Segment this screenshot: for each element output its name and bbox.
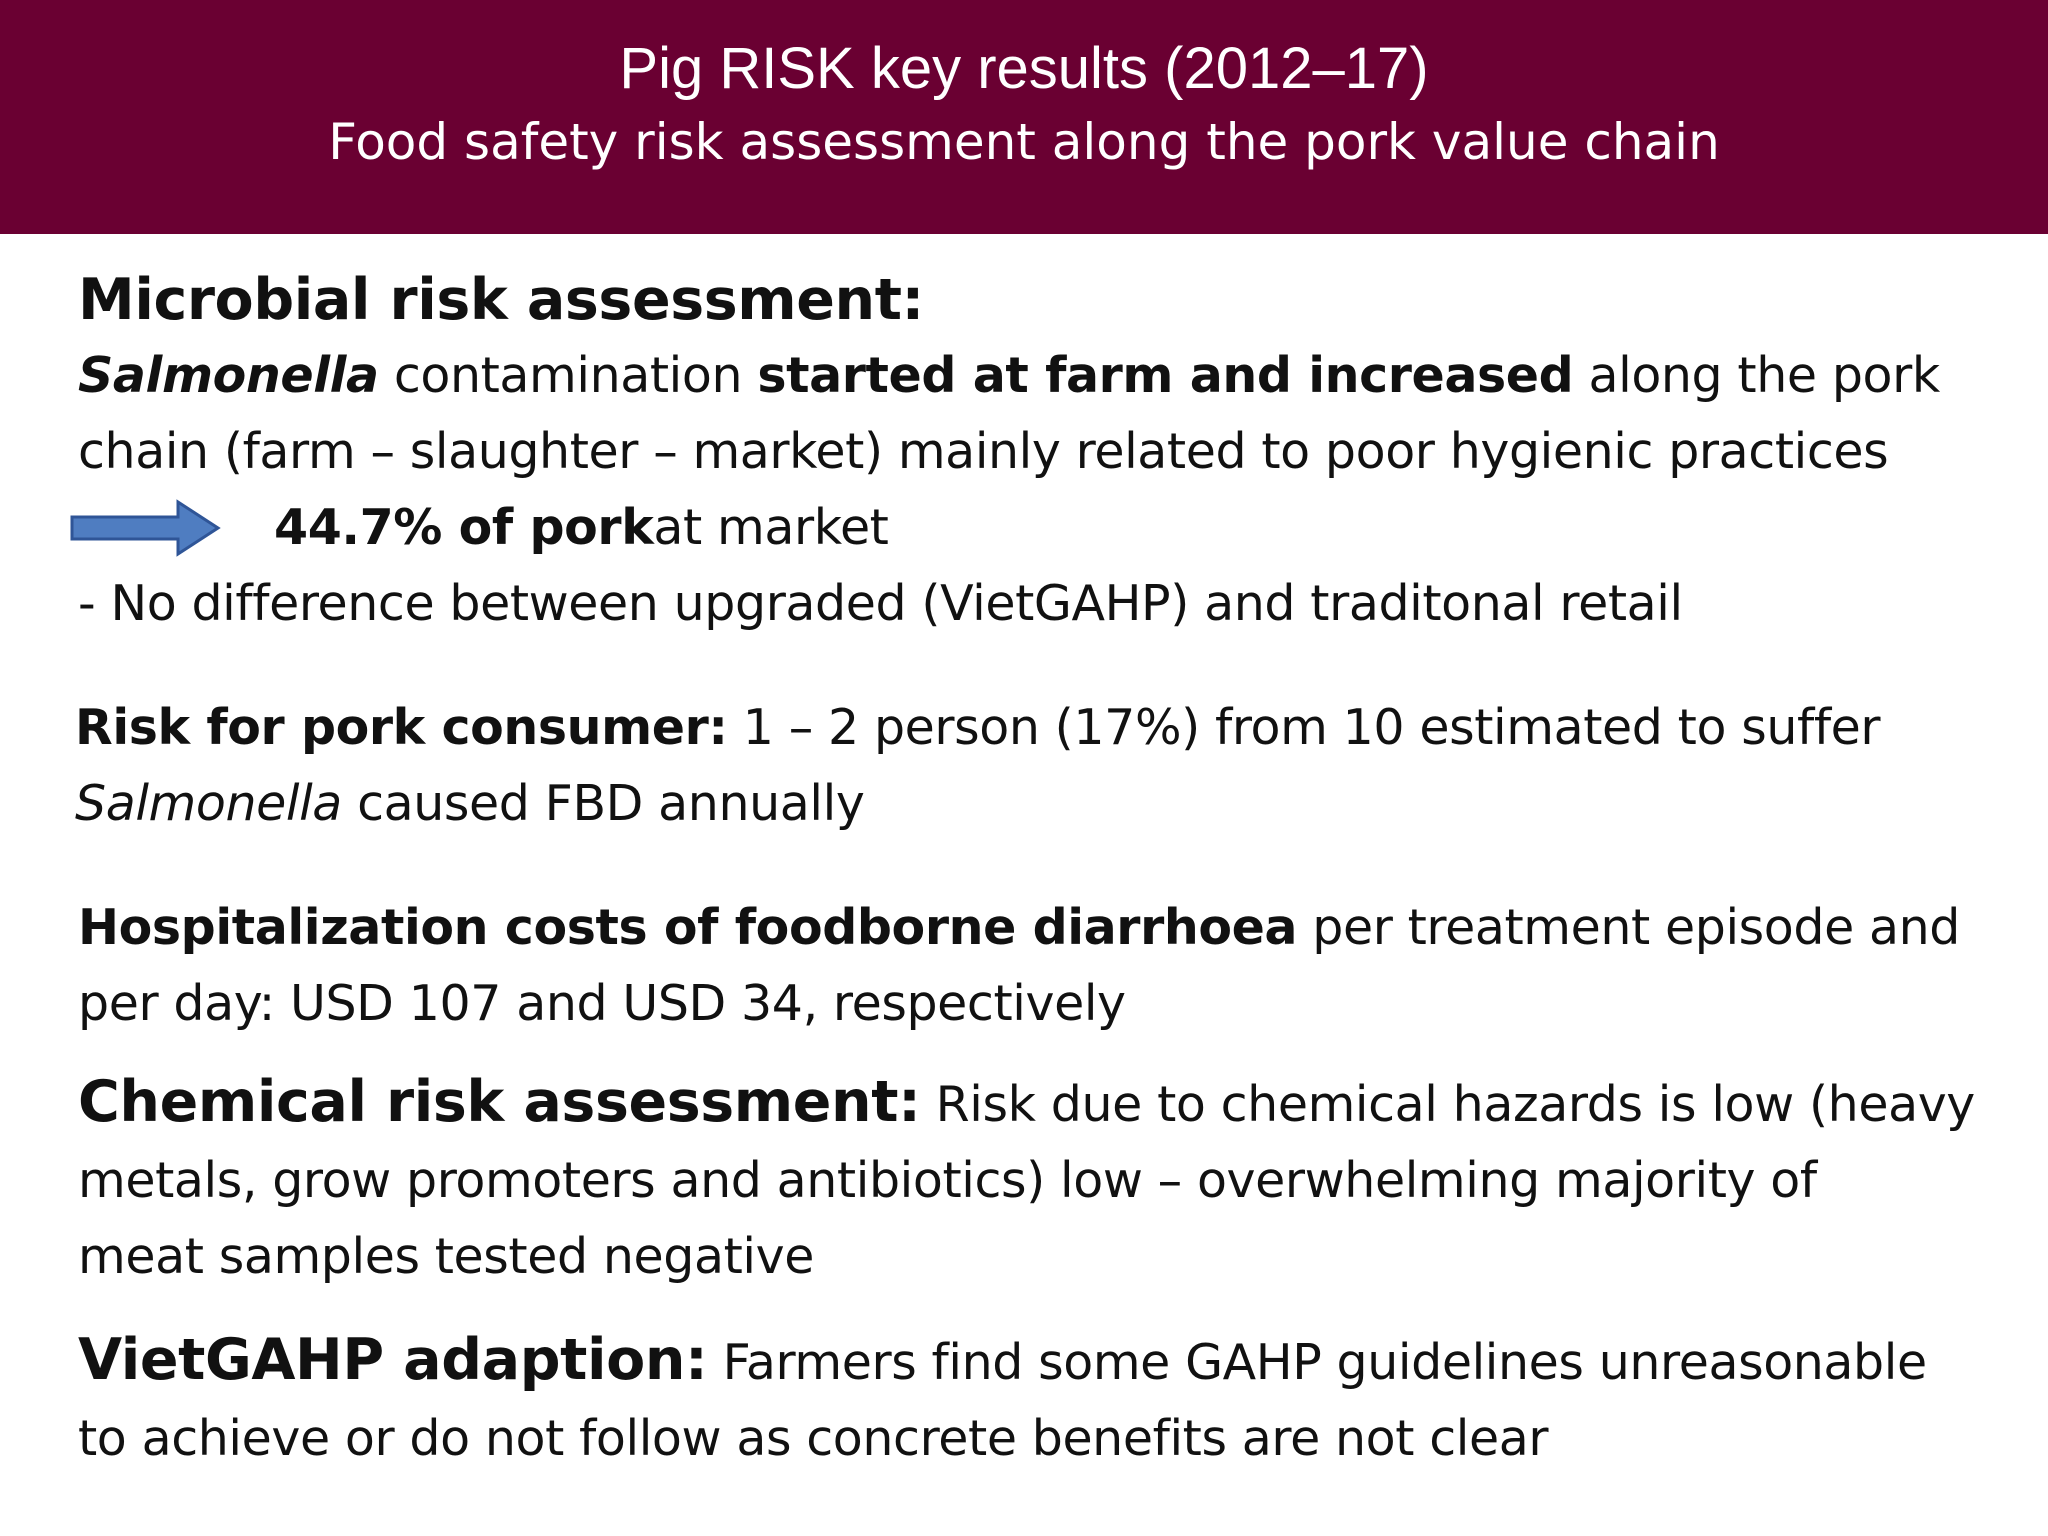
right-arrow-icon — [70, 499, 221, 557]
chemical-heading: Chemical risk assessment: — [78, 1069, 921, 1135]
microbial-line-1: Salmonella contamination started at farm… — [78, 338, 1940, 414]
chemical-section: Chemical risk assessment: Risk due to ch… — [78, 1064, 1975, 1295]
vietgahp-text-1: Farmers find some GAHP guidelines unreas… — [707, 1334, 1928, 1391]
slide-header: Pig RISK key results (2012–17) Food safe… — [0, 0, 2048, 234]
microbial-line-2: chain (farm – slaughter – market) mainly… — [78, 423, 1889, 480]
microbial-section: Microbial risk assessment: Salmonella co… — [70, 262, 1940, 642]
slide-title: Pig RISK key results (2012–17) — [619, 36, 1429, 101]
microbial-text-b: along the pork — [1573, 347, 1940, 404]
vietgahp-line-1: VietGAHP adaption: Farmers find some GAH… — [78, 1322, 1927, 1401]
chemical-line-1: Chemical risk assessment: Risk due to ch… — [78, 1064, 1975, 1143]
consumer-text-1: 1 – 2 person (17%) from 10 estimated to … — [727, 699, 1881, 756]
consumer-section: Risk for pork consumer: 1 – 2 person (17… — [75, 690, 1881, 842]
chemical-line-3: meat samples tested negative — [78, 1228, 814, 1285]
market-text: at market — [653, 499, 889, 556]
consumer-text-2: caused FBD annually — [341, 775, 865, 832]
slide-subtitle: Food safety risk assessment along the po… — [328, 113, 1720, 171]
consumer-line-1: Risk for pork consumer: 1 – 2 person (17… — [75, 690, 1881, 766]
vietgahp-section: VietGAHP adaption: Farmers find some GAH… — [78, 1322, 1927, 1477]
hospital-text-1: per treatment episode and — [1297, 899, 1960, 956]
microbial-heading: Microbial risk assessment: — [78, 267, 924, 333]
chemical-line-2: metals, grow promoters and antibiotics) … — [78, 1152, 1817, 1209]
hospital-section: Hospitalization costs of foodborne diarr… — [78, 890, 1960, 1042]
hospital-line-2: per day: USD 107 and USD 34, respectivel… — [78, 975, 1126, 1032]
microbial-emphasis: started at farm and increased — [757, 347, 1574, 404]
consumer-line-2: Salmonella caused FBD annually — [75, 766, 1880, 842]
vietgahp-heading: VietGAHP adaption: — [78, 1327, 708, 1393]
salmonella-term: Salmonella — [78, 347, 379, 404]
vietgahp-line-2: to achieve or do not follow as concrete … — [78, 1410, 1549, 1467]
hospital-heading: Hospitalization costs of foodborne diarr… — [78, 899, 1298, 956]
microbial-arrow-line: 44.7% of pork at market — [70, 490, 1940, 566]
chemical-text-1: Risk due to chemical hazards is low (hea… — [920, 1076, 1976, 1133]
consumer-heading: Risk for pork consumer: — [75, 699, 728, 756]
market-percentage: 44.7% of pork — [274, 499, 654, 556]
salmonella-term-2: Salmonella — [75, 775, 342, 832]
hospital-line-1: Hospitalization costs of foodborne diarr… — [78, 890, 1960, 966]
microbial-text-a: contamination — [378, 347, 758, 404]
microbial-note: - No difference between upgraded (VietGA… — [78, 575, 1683, 632]
